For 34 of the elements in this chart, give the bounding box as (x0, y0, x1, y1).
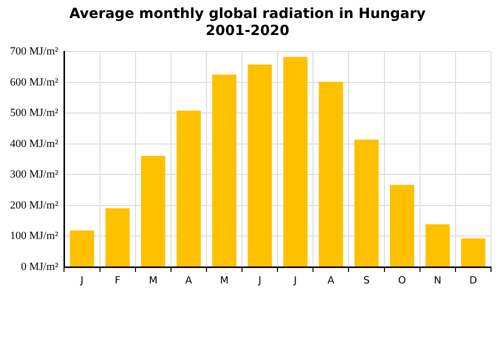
y-tick-label: 700 MJ/m² (10, 45, 59, 58)
chart-subtitle: 2001-2020 (206, 22, 290, 39)
bar (70, 230, 94, 266)
x-tick-label: J (80, 276, 84, 287)
y-tick-label: 400 MJ/m² (10, 138, 59, 150)
x-tick-label: F (114, 276, 121, 287)
bar (176, 110, 201, 266)
bar (141, 156, 166, 266)
x-tick-label: M (220, 276, 229, 287)
x-tick-label: A (328, 276, 335, 287)
x-tick-label: N (434, 276, 442, 287)
y-tick-label: 0 MJ/m² (20, 260, 59, 273)
bar (105, 208, 130, 266)
x-tick-label: O (398, 276, 406, 287)
x-tick-label: S (363, 276, 370, 287)
bar (461, 238, 486, 266)
bar (212, 74, 236, 266)
x-tick-label: M (148, 276, 158, 287)
x-tick-label: J (257, 276, 262, 287)
y-tick-label: 500 MJ/m² (10, 107, 59, 120)
y-tick-label: 600 MJ/m² (10, 76, 59, 88)
y-tick-label: 100 MJ/m² (10, 230, 59, 242)
bar (354, 140, 379, 266)
bar (426, 224, 450, 266)
bar (318, 82, 344, 266)
bar (283, 56, 308, 266)
bar (248, 64, 272, 266)
chart-title: Average monthly global radiation in Hungary (69, 6, 426, 22)
y-tick-label: 300 MJ/m² (10, 168, 59, 181)
x-tick-label: A (185, 276, 192, 287)
x-tick-label: D (469, 276, 478, 287)
y-tick-label: 200 MJ/m² (10, 199, 59, 212)
bar (390, 184, 414, 266)
x-tick-label: J (292, 276, 297, 287)
